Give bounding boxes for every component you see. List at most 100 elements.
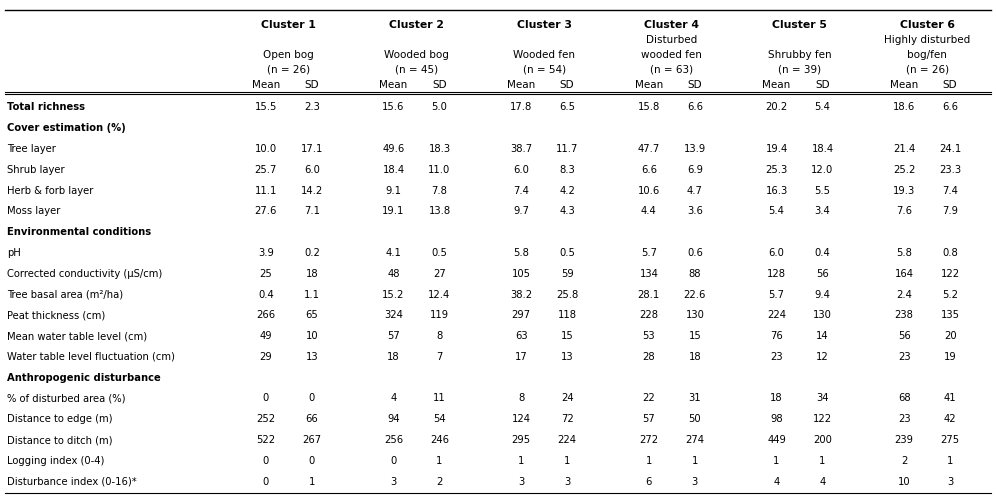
Text: 228: 228 [639, 310, 658, 320]
Text: Wooded bog: Wooded bog [384, 50, 449, 60]
Text: 4.2: 4.2 [559, 186, 575, 195]
Text: 59: 59 [561, 269, 574, 279]
Text: Mean: Mean [379, 80, 407, 90]
Text: 7.4: 7.4 [513, 186, 529, 195]
Text: bog/fen: bog/fen [907, 50, 947, 60]
Text: 28.1: 28.1 [637, 290, 660, 300]
Text: 25: 25 [260, 269, 272, 279]
Text: SD: SD [432, 80, 447, 90]
Text: 19.3: 19.3 [893, 186, 915, 195]
Text: 2: 2 [436, 477, 442, 487]
Text: Tree layer: Tree layer [7, 144, 56, 154]
Text: 68: 68 [897, 393, 910, 403]
Text: 5.0: 5.0 [431, 102, 447, 113]
Text: 25.7: 25.7 [255, 165, 277, 175]
Text: 10: 10 [306, 331, 318, 341]
Text: 18.4: 18.4 [382, 165, 404, 175]
Text: 2.4: 2.4 [896, 290, 912, 300]
Text: 238: 238 [894, 310, 913, 320]
Text: Wooded fen: Wooded fen [513, 50, 575, 60]
Text: 3: 3 [564, 477, 571, 487]
Text: 0: 0 [309, 393, 315, 403]
Text: 16.3: 16.3 [765, 186, 788, 195]
Text: 22: 22 [642, 393, 655, 403]
Text: 297: 297 [512, 310, 531, 320]
Text: Total richness: Total richness [7, 102, 85, 113]
Text: 19.1: 19.1 [382, 206, 404, 216]
Text: 3: 3 [390, 477, 396, 487]
Text: 14: 14 [816, 331, 829, 341]
Text: 98: 98 [770, 414, 783, 424]
Text: 50: 50 [688, 414, 701, 424]
Text: 19: 19 [944, 352, 956, 362]
Text: 122: 122 [940, 269, 960, 279]
Text: Moss layer: Moss layer [7, 206, 61, 216]
Text: 21.4: 21.4 [893, 144, 915, 154]
Text: wooded fen: wooded fen [641, 50, 702, 60]
Text: 6.0: 6.0 [513, 165, 529, 175]
Text: 2.3: 2.3 [304, 102, 320, 113]
Text: 295: 295 [512, 435, 531, 445]
Text: 17.1: 17.1 [301, 144, 323, 154]
Text: Shrub layer: Shrub layer [7, 165, 65, 175]
Text: 6.6: 6.6 [640, 165, 656, 175]
Text: (n = 54): (n = 54) [523, 65, 566, 75]
Text: Cover estimation (%): Cover estimation (%) [7, 123, 125, 133]
Text: 5.7: 5.7 [769, 290, 785, 300]
Text: 0.5: 0.5 [559, 248, 575, 258]
Text: Shrubby fen: Shrubby fen [768, 50, 832, 60]
Text: 4: 4 [820, 477, 826, 487]
Text: 25.8: 25.8 [556, 290, 579, 300]
Text: 6.5: 6.5 [559, 102, 575, 113]
Text: 56: 56 [816, 269, 829, 279]
Text: 5.4: 5.4 [815, 102, 831, 113]
Text: Peat thickness (cm): Peat thickness (cm) [7, 310, 106, 320]
Text: Logging index (0-4): Logging index (0-4) [7, 456, 105, 466]
Text: 0.4: 0.4 [815, 248, 831, 258]
Text: 239: 239 [894, 435, 913, 445]
Text: Cluster 3: Cluster 3 [517, 20, 572, 30]
Text: 7.1: 7.1 [304, 206, 320, 216]
Text: 1: 1 [564, 456, 571, 466]
Text: 0.2: 0.2 [304, 248, 320, 258]
Text: 42: 42 [944, 414, 956, 424]
Text: % of disturbed area (%): % of disturbed area (%) [7, 393, 125, 403]
Text: 18: 18 [688, 352, 701, 362]
Text: 8: 8 [436, 331, 442, 341]
Text: 272: 272 [639, 435, 658, 445]
Text: (n = 26): (n = 26) [267, 65, 311, 75]
Text: 122: 122 [813, 414, 832, 424]
Text: 8: 8 [518, 393, 524, 403]
Text: 54: 54 [433, 414, 446, 424]
Text: 17: 17 [515, 352, 528, 362]
Text: 224: 224 [767, 310, 786, 320]
Text: 7.9: 7.9 [942, 206, 958, 216]
Text: 56: 56 [897, 331, 910, 341]
Text: Mean: Mean [890, 80, 918, 90]
Text: Mean: Mean [252, 80, 280, 90]
Text: 3.9: 3.9 [258, 248, 274, 258]
Text: 12.0: 12.0 [812, 165, 834, 175]
Text: 6.0: 6.0 [769, 248, 785, 258]
Text: 124: 124 [512, 414, 531, 424]
Text: 15.2: 15.2 [382, 290, 404, 300]
Text: Cluster 2: Cluster 2 [389, 20, 444, 30]
Text: SD: SD [305, 80, 319, 90]
Text: 1: 1 [820, 456, 826, 466]
Text: 76: 76 [770, 331, 783, 341]
Text: 7.8: 7.8 [431, 186, 447, 195]
Text: 38.7: 38.7 [510, 144, 532, 154]
Text: 11.1: 11.1 [255, 186, 277, 195]
Text: 34: 34 [817, 393, 829, 403]
Text: 18: 18 [306, 269, 318, 279]
Text: Anthropogenic disturbance: Anthropogenic disturbance [7, 372, 160, 382]
Text: 94: 94 [387, 414, 399, 424]
Text: 11.0: 11.0 [428, 165, 450, 175]
Text: 252: 252 [256, 414, 276, 424]
Text: Cluster 4: Cluster 4 [644, 20, 699, 30]
Text: (n = 26): (n = 26) [905, 65, 949, 75]
Text: 13: 13 [306, 352, 318, 362]
Text: 7.4: 7.4 [942, 186, 958, 195]
Text: 0.8: 0.8 [942, 248, 958, 258]
Text: (n = 45): (n = 45) [395, 65, 438, 75]
